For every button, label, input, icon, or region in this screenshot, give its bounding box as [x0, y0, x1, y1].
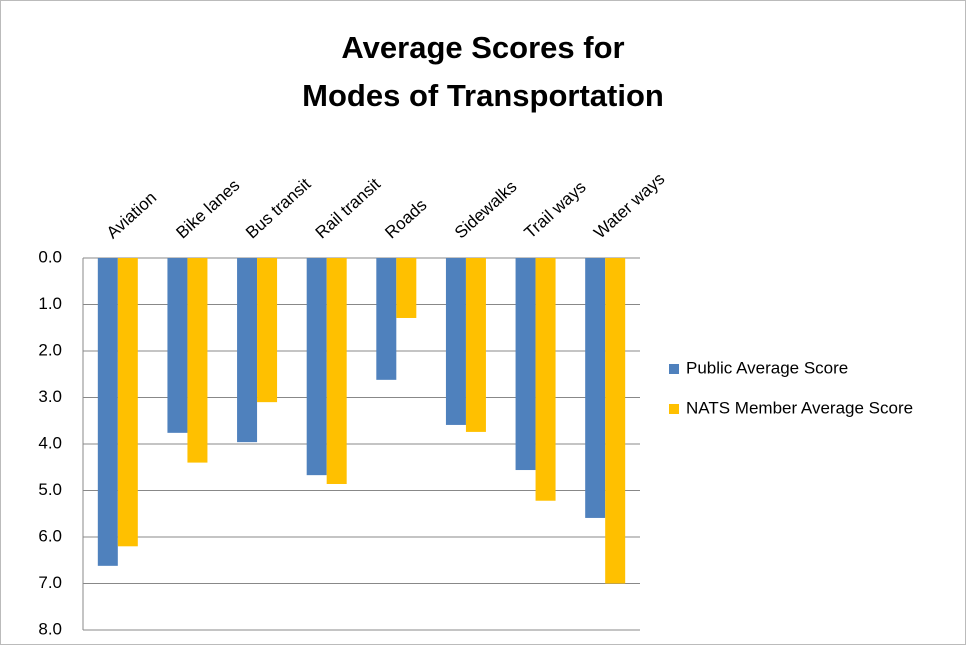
- bar: [326, 258, 347, 484]
- legend-swatch: [669, 364, 679, 374]
- legend-label: NATS Member Average Score: [686, 398, 913, 417]
- y-tick-label: 8.0: [38, 619, 62, 638]
- y-tick-label: 0.0: [38, 247, 62, 266]
- y-tick-label: 3.0: [38, 387, 62, 406]
- bar: [306, 258, 327, 476]
- bar: [465, 258, 486, 432]
- bar: [535, 258, 556, 501]
- legend-swatch: [669, 404, 679, 414]
- bar: [445, 258, 466, 425]
- bar: [257, 258, 278, 403]
- bar: [187, 258, 208, 463]
- y-tick-label: 2.0: [38, 340, 62, 359]
- y-tick-label: 1.0: [38, 294, 62, 313]
- bar: [237, 258, 258, 443]
- legend-label: Public Average Score: [686, 358, 848, 377]
- bar: [396, 258, 417, 318]
- y-tick-label: 7.0: [38, 573, 62, 592]
- bar: [97, 258, 118, 566]
- chart-title: Average Scores for: [341, 30, 624, 65]
- bar: [167, 258, 188, 433]
- y-tick-label: 5.0: [38, 480, 62, 499]
- bar: [515, 258, 536, 471]
- bar: [117, 258, 138, 547]
- bar: [585, 258, 606, 518]
- bar: [605, 258, 626, 584]
- chart-title: Modes of Transportation: [302, 78, 664, 113]
- y-tick-label: 6.0: [38, 526, 62, 545]
- y-tick-label: 4.0: [38, 433, 62, 452]
- bar: [376, 258, 397, 380]
